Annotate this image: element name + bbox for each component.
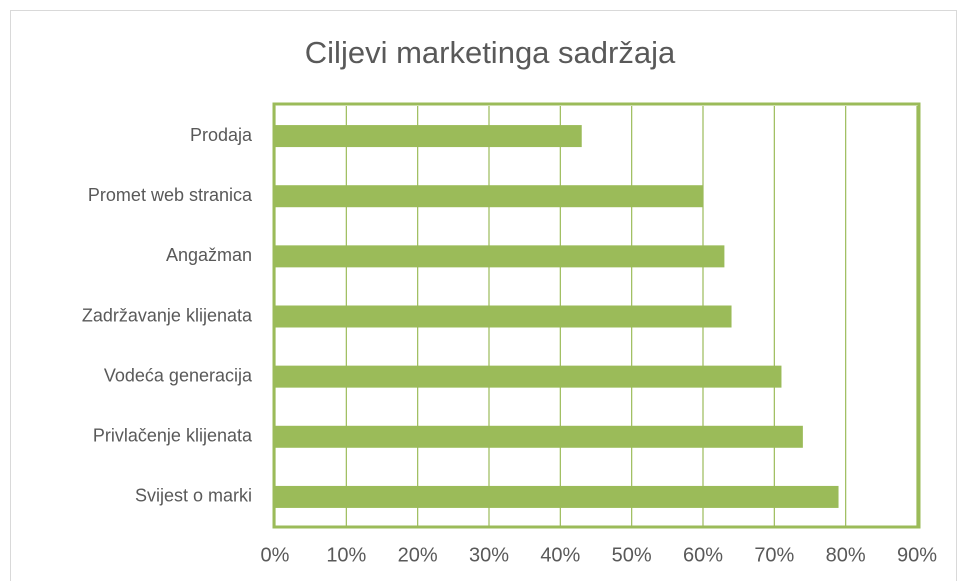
x-tick-label: 60% [683,544,723,566]
y-tick-label: Angažman [166,245,252,265]
bar [275,485,839,508]
x-tick-label: 0% [261,544,290,566]
chart-frame [10,10,957,581]
y-tick-label: Zadržavanje klijenata [82,305,253,325]
x-tick-label: 30% [469,544,509,566]
chart-title: Ciljevi marketinga sadržaja [305,35,676,70]
y-tick-label: Svijest o marki [135,486,252,506]
bar [275,305,732,328]
bar [275,245,725,268]
x-tick-label: 20% [398,544,438,566]
x-tick-label: 70% [754,544,794,566]
bar [275,125,582,148]
y-tick-label: Prodaja [190,125,253,145]
x-tick-label: 90% [897,544,937,566]
bar [275,185,703,208]
x-tick-label: 50% [612,544,652,566]
y-tick-label: Privlačenje klijenata [93,426,253,446]
bar [275,425,803,448]
x-tick-label: 40% [540,544,580,566]
y-tick-label: Vodeća generacija [104,365,253,385]
plot-border [272,102,921,529]
x-tick-label: 10% [326,544,366,566]
x-tick-label: 80% [826,544,866,566]
bar [275,365,782,388]
y-tick-label: Promet web stranica [88,185,253,205]
